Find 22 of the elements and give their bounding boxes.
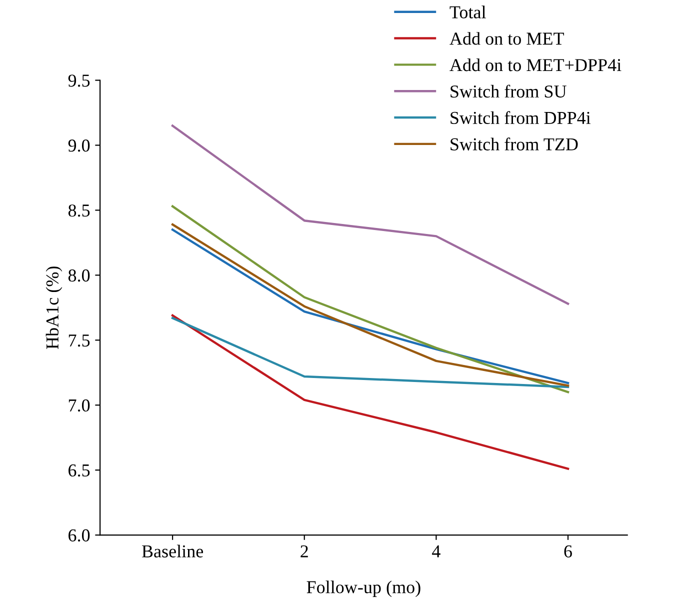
x-axis-title: Follow-up (mo): [306, 580, 420, 597]
legend-label: Total: [450, 6, 486, 18]
legend-label: Switch from DPP4i: [450, 111, 591, 124]
y-tick-label: 9.5: [68, 74, 90, 87]
x-tick-label: 6: [564, 545, 572, 558]
line-series: [171, 316, 570, 388]
legend-label: Add on to MET: [450, 32, 564, 45]
legend-label: Switch from SU: [450, 84, 566, 98]
legend-label: Switch from TZD: [450, 138, 578, 150]
y-tick-label: 9.0: [68, 139, 90, 152]
y-axis-title: HbA1c (%): [46, 266, 62, 349]
y-tick-label: 6.0: [68, 529, 90, 542]
y-tick-label: 7.5: [68, 334, 90, 347]
y-tick-label: 8.0: [68, 269, 90, 282]
legend-label: Add on to MET+DPP4i: [450, 58, 622, 72]
y-tick-label: 6.5: [68, 464, 90, 477]
x-tick-label: Baseline: [142, 544, 204, 558]
x-tick-label: 2: [300, 545, 308, 558]
y-tick-label: 8.5: [68, 204, 90, 217]
y-tick-label: 7.0: [68, 399, 90, 412]
line-series: [171, 314, 570, 470]
x-tick-label: 4: [432, 545, 440, 558]
